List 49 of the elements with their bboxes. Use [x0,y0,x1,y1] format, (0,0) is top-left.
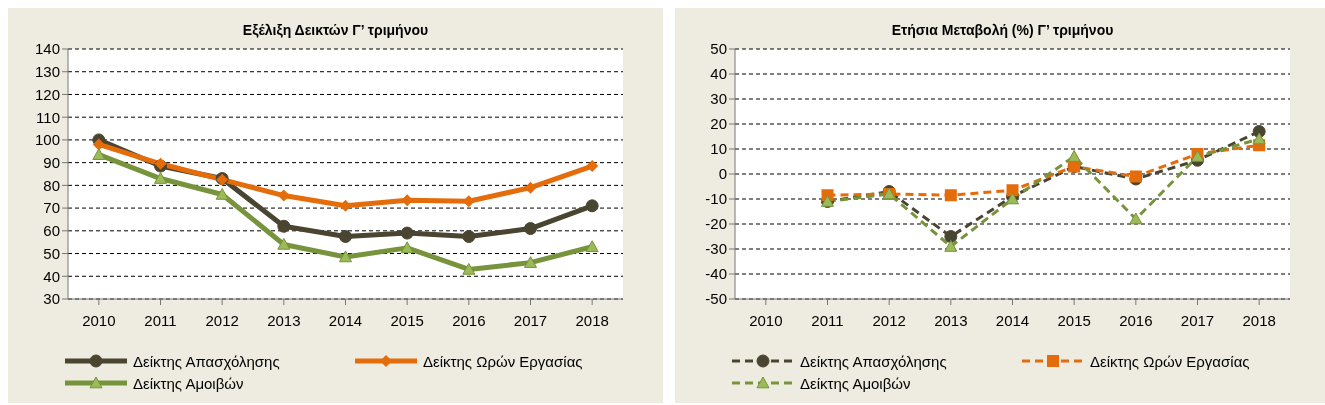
legend-label: Δείκτης Ωρών Εργασίας [423,352,583,370]
legend-label: Δείκτης Αμοιβών [133,374,244,392]
y-tick-label: 50 [710,40,727,58]
y-tick-label: -20 [705,215,727,233]
x-tick-label: 2014 [328,311,363,329]
chart-title: Ετήσια Μεταβολή (%) Γ’ τριμήνου [891,22,1114,38]
x-tick-label: 2017 [513,311,548,329]
x-tick-label: 2013 [267,311,301,329]
y-tick-label: -10 [705,190,727,208]
y-tick-label: 140 [34,40,60,58]
x-tick-label: 2015 [1057,311,1091,329]
x-tick-label: 2017 [1180,311,1215,329]
y-tick-label: 10 [710,140,727,158]
legend-label: Δείκτης Αμοιβών [800,374,911,392]
x-tick-label: 2011 [144,311,177,329]
y-tick-label: 100 [34,131,60,149]
legend-label: Δείκτης Ωρών Εργασίας [1090,352,1250,370]
y-tick-label: 70 [43,199,60,217]
x-tick-label: 2016 [1119,311,1153,329]
y-tick-label: 80 [43,176,60,194]
y-tick-label: 60 [43,222,60,240]
y-tick-label: 110 [36,108,60,126]
y-tick-label: 40 [43,267,60,285]
y-tick-label: -40 [705,265,727,283]
y-tick-label: 20 [710,115,727,133]
y-tick-label: 90 [43,153,60,171]
y-tick-label: 30 [43,290,60,308]
x-tick-label: 2012 [872,311,906,329]
x-tick-label: 2018 [1242,311,1276,329]
y-tick-label: 50 [43,244,60,262]
x-tick-label: 2014 [995,311,1030,329]
y-tick-label: 120 [34,85,60,103]
x-tick-label: 2013 [934,311,968,329]
y-tick-label: 40 [710,65,727,83]
y-tick-label: -50 [705,290,727,308]
chart-title: Εξέλιξη Δεικτών Γ’ τριμήνου [242,22,429,38]
x-tick-label: 2012 [205,311,239,329]
legend-label: Δείκτης Απασχόλησης [133,352,280,370]
y-tick-label: 0 [718,165,727,183]
x-tick-label: 2011 [811,311,844,329]
x-tick-label: 2015 [390,311,424,329]
y-tick-label: 30 [710,90,727,108]
x-tick-label: 2018 [575,311,609,329]
x-tick-label: 2016 [452,311,486,329]
x-tick-label: 2010 [749,311,783,329]
y-tick-label: -30 [705,240,727,258]
legend-label: Δείκτης Απασχόλησης [800,352,947,370]
y-tick-label: 130 [34,63,60,81]
x-tick-label: 2010 [82,311,116,329]
